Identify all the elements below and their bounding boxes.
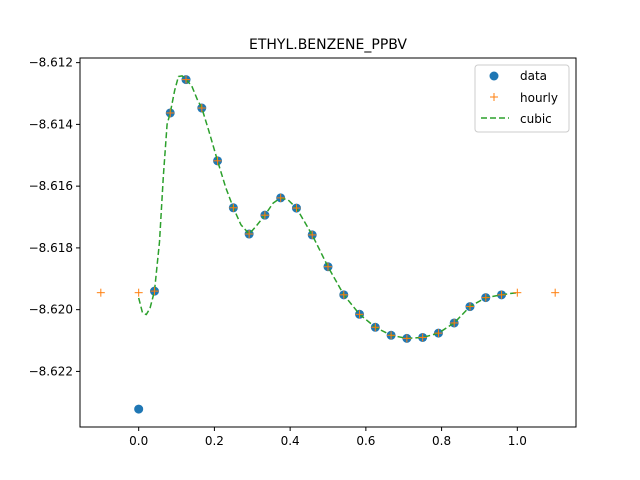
y-tick-label: −8.612: [29, 56, 73, 70]
legend-hourly-label: hourly: [520, 91, 558, 105]
hourly-point: [481, 293, 490, 302]
legend-data-label: data: [520, 69, 547, 83]
chart-title: ETHYL.BENZENE_PPBV: [249, 37, 407, 53]
hourly-point: [182, 75, 191, 84]
plot-area: [96, 75, 560, 414]
hourly-point: [465, 302, 474, 311]
hourly-point: [551, 288, 560, 297]
hourly-point: [166, 108, 175, 117]
x-tick-label: 0.4: [281, 434, 300, 448]
hourly-point: [260, 211, 269, 220]
axes-frame: [79, 57, 577, 428]
x-tick-label: 0.6: [356, 434, 375, 448]
legend-box: [474, 64, 570, 133]
hourly-point: [418, 333, 427, 342]
y-tick-label: −8.614: [29, 117, 73, 131]
y-tick-label: −8.622: [29, 364, 73, 378]
hourly-point: [292, 204, 301, 213]
hourly-point: [434, 329, 443, 338]
x-tick-label: 0.0: [129, 434, 148, 448]
axes: 0.0 0.2 0.4 0.6 0.8 1.0 −8.622 −8.620 −8.618 −8.6…: [29, 56, 527, 448]
x-tick-label: 0.8: [432, 434, 451, 448]
hourly-point: [355, 310, 364, 319]
legend-data-marker: [489, 71, 499, 81]
hourly-point: [387, 331, 396, 340]
cubic-line: [137, 75, 518, 340]
hourly-point: [197, 104, 206, 113]
legend-hourly-marker: [490, 93, 498, 101]
hourly-point: [371, 323, 380, 332]
hourly-point: [213, 156, 222, 165]
x-tick-label: 0.2: [205, 434, 224, 448]
hourly-point: [229, 203, 238, 212]
hourly-point: [324, 262, 332, 271]
y-tick-label: −8.618: [29, 241, 73, 255]
hourly-point: [245, 230, 254, 239]
hourly-point: [96, 288, 105, 297]
hourly-point: [339, 290, 348, 299]
y-tick-label: −8.620: [29, 303, 73, 317]
y-tick-label: −8.616: [29, 179, 73, 193]
hourly-point: [513, 288, 522, 297]
legend: data hourly cubic: [474, 64, 570, 133]
hourly-point: [134, 288, 143, 297]
hourly-point: [497, 290, 506, 299]
hourly-point: [276, 193, 285, 202]
legend-cubic-label: cubic: [520, 112, 552, 126]
hourly-point: [308, 230, 317, 239]
hourly-point: [450, 318, 459, 327]
hourly-point: [402, 334, 411, 343]
x-tick-label: 1.0: [508, 434, 527, 448]
data-point: [134, 404, 144, 414]
hourly-point: [150, 287, 159, 296]
